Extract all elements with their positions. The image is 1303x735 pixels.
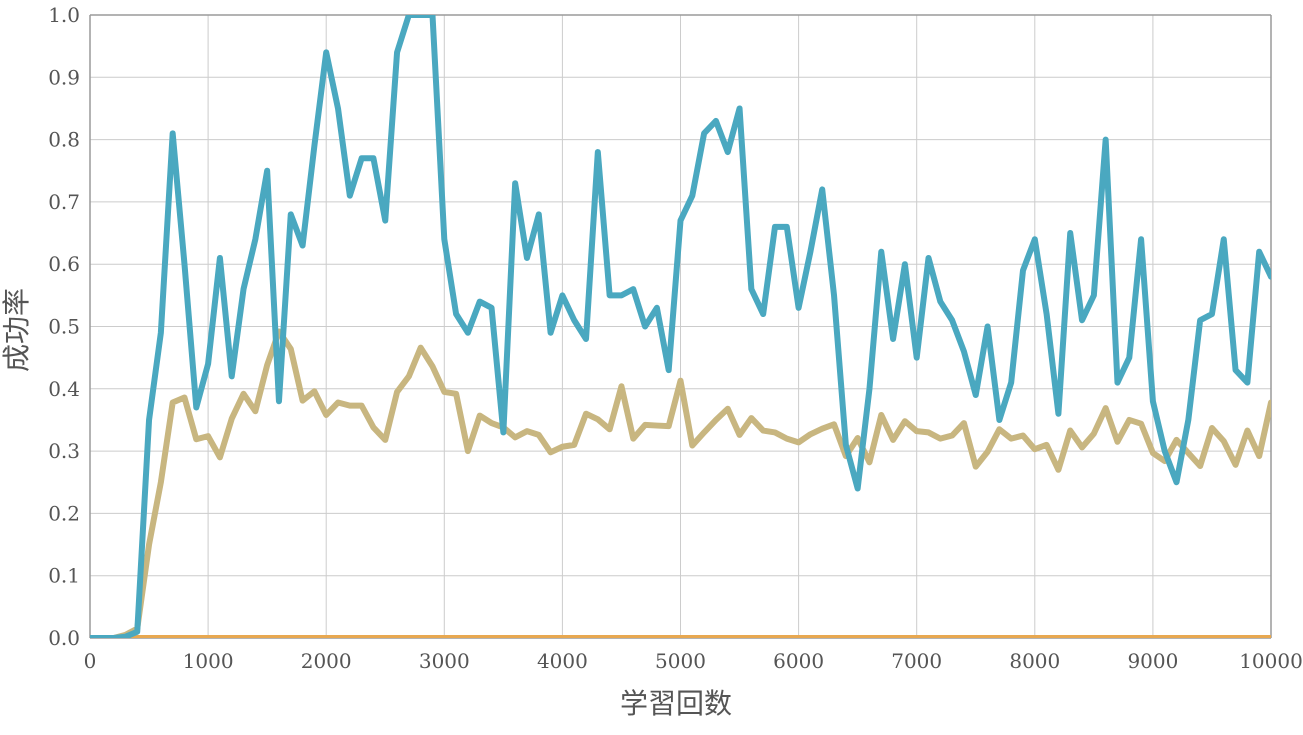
x-tick-label: 10000 — [1239, 649, 1303, 673]
y-tick-label: 0.2 — [48, 501, 80, 525]
y-tick-label: 0.8 — [48, 128, 80, 152]
x-tick-label: 2000 — [301, 649, 352, 673]
series-line-2 — [90, 328, 1271, 638]
tick-labels: 0 1000 2000 3000 4000 5000 6000 7000 8000 9000 100… — [48, 3, 1303, 673]
y-tick-label: 0.5 — [48, 315, 80, 339]
x-tick-label: 5000 — [655, 649, 706, 673]
y-tick-label: 0.4 — [48, 377, 80, 401]
x-tick-label: 7000 — [891, 649, 942, 673]
y-tick-label: 0.1 — [48, 564, 80, 588]
x-tick-label: 1000 — [183, 649, 234, 673]
x-tick-label: 4000 — [537, 649, 588, 673]
y-tick-label: 0.3 — [48, 439, 80, 463]
x-tick-label: 6000 — [773, 649, 824, 673]
y-tick-label: 0.0 — [48, 626, 80, 650]
x-tick-label: 0 — [84, 649, 97, 673]
y-tick-label: 1.0 — [48, 3, 80, 27]
series-layer — [90, 15, 1271, 638]
x-tick-label: 8000 — [1009, 649, 1060, 673]
y-tick-label: 0.6 — [48, 252, 80, 276]
x-tick-label: 9000 — [1127, 649, 1178, 673]
grid — [89, 14, 1272, 639]
x-tick-label: 3000 — [419, 649, 470, 673]
series-line-1 — [90, 15, 1271, 638]
y-tick-label: 0.7 — [48, 190, 80, 214]
y-axis-title: 成功率 — [0, 288, 33, 372]
x-axis-title: 学習回数 — [620, 687, 732, 720]
y-tick-label: 0.9 — [48, 65, 80, 89]
